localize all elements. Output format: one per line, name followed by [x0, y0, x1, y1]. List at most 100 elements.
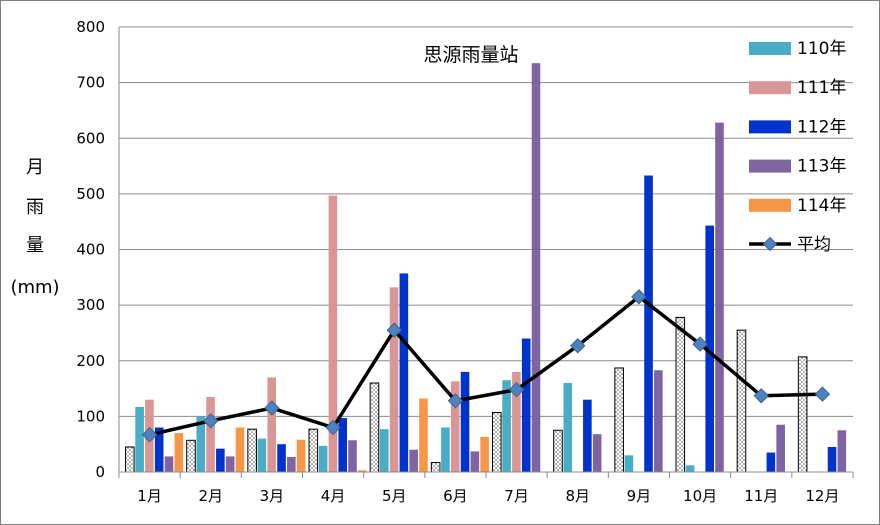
legend-swatch: [749, 42, 791, 55]
legend-label: 平均: [797, 235, 831, 255]
bar: [328, 195, 338, 472]
y-axis-label-text: 雨: [26, 197, 44, 218]
x-tick-label: 2月: [198, 487, 223, 505]
bar: [521, 338, 531, 472]
bar: [583, 399, 592, 472]
bar: [450, 381, 460, 472]
bar: [460, 371, 470, 472]
bar: [685, 465, 695, 472]
chart-title: 思源雨量站: [423, 44, 518, 66]
bar: [257, 438, 267, 472]
y-tick-label: 400: [76, 241, 105, 259]
bar: [379, 429, 389, 472]
average-marker: [141, 427, 158, 443]
x-tick-label: 6月: [443, 487, 468, 505]
bar: [125, 446, 135, 473]
y-tick-label: 600: [76, 129, 105, 147]
legend-marker: [762, 236, 778, 252]
bar: [174, 433, 184, 472]
bar: [369, 382, 380, 473]
x-tick-label: 12月: [805, 487, 839, 505]
bar: [206, 396, 215, 472]
bar: [164, 456, 174, 472]
bar: [430, 462, 441, 473]
bar: [480, 436, 489, 472]
y-tick-label: 800: [76, 18, 105, 36]
bars-layer: [125, 63, 847, 473]
y-tick-label: 500: [76, 185, 105, 203]
bar: [441, 427, 450, 472]
bar: [797, 356, 808, 473]
bar: [216, 448, 225, 472]
bar: [766, 452, 776, 472]
x-tick-label: 8月: [565, 487, 590, 505]
bar: [553, 429, 563, 473]
average-marker: [753, 388, 769, 404]
bar: [399, 273, 409, 472]
average-marker: [570, 338, 586, 354]
bar: [196, 416, 206, 472]
bar: [531, 63, 541, 472]
average-marker: [264, 400, 280, 416]
bar: [154, 427, 164, 472]
grid-lines: [119, 26, 853, 417]
bar: [715, 122, 724, 473]
average-marker: [203, 413, 219, 429]
bar: [409, 449, 418, 472]
bar: [419, 398, 428, 472]
x-tick-label: 5月: [382, 487, 407, 505]
x-tick-label: 1月: [137, 487, 162, 505]
y-tick-label: 200: [76, 352, 105, 370]
legend-swatch: [749, 198, 791, 212]
bar: [736, 329, 747, 473]
bar: [338, 418, 347, 472]
bar: [470, 451, 480, 472]
legend-label: 112年: [797, 117, 846, 137]
legend-label: 114年: [797, 196, 846, 216]
bar: [563, 383, 573, 472]
bar: [654, 370, 663, 472]
legend-swatch: [749, 159, 791, 173]
legend-label: 113年: [797, 157, 846, 177]
bar: [776, 424, 785, 472]
y-tick-label: 700: [76, 74, 105, 92]
bar: [267, 377, 277, 472]
bar: [624, 455, 634, 472]
bar: [358, 470, 367, 472]
bar: [592, 434, 602, 472]
bar: [492, 411, 502, 473]
bar: [277, 444, 286, 472]
bar: [296, 439, 306, 472]
bar: [247, 428, 257, 473]
y-axis-label-text: 月: [26, 157, 44, 178]
y-axis-label-text: (mm): [10, 277, 59, 298]
y-tick-label: 100: [76, 407, 105, 425]
average-line-layer: [141, 289, 831, 443]
legend-label: 110年: [797, 39, 846, 59]
x-tick-label: 4月: [321, 487, 346, 505]
average-marker: [447, 393, 464, 409]
bar: [135, 406, 144, 472]
bar: [225, 456, 235, 472]
bar: [837, 430, 847, 472]
average-marker: [508, 381, 525, 398]
average-marker: [692, 336, 708, 352]
bar: [308, 428, 319, 473]
average-line: [149, 294, 823, 437]
y-axis-label-text: 量: [26, 235, 44, 256]
average-marker: [814, 386, 831, 402]
legend-swatch: [749, 81, 791, 95]
bar: [235, 427, 245, 472]
bar: [348, 440, 357, 472]
x-tick-label: 10月: [683, 487, 717, 505]
y-axis-label: 月雨量 (mm): [10, 157, 59, 298]
average-marker: [325, 419, 341, 436]
bar: [287, 456, 296, 472]
legend-label: 111年: [797, 78, 846, 98]
bar: [389, 287, 399, 472]
bar: [186, 439, 196, 473]
x-tick-label: 11月: [744, 487, 778, 505]
bar: [827, 446, 837, 472]
